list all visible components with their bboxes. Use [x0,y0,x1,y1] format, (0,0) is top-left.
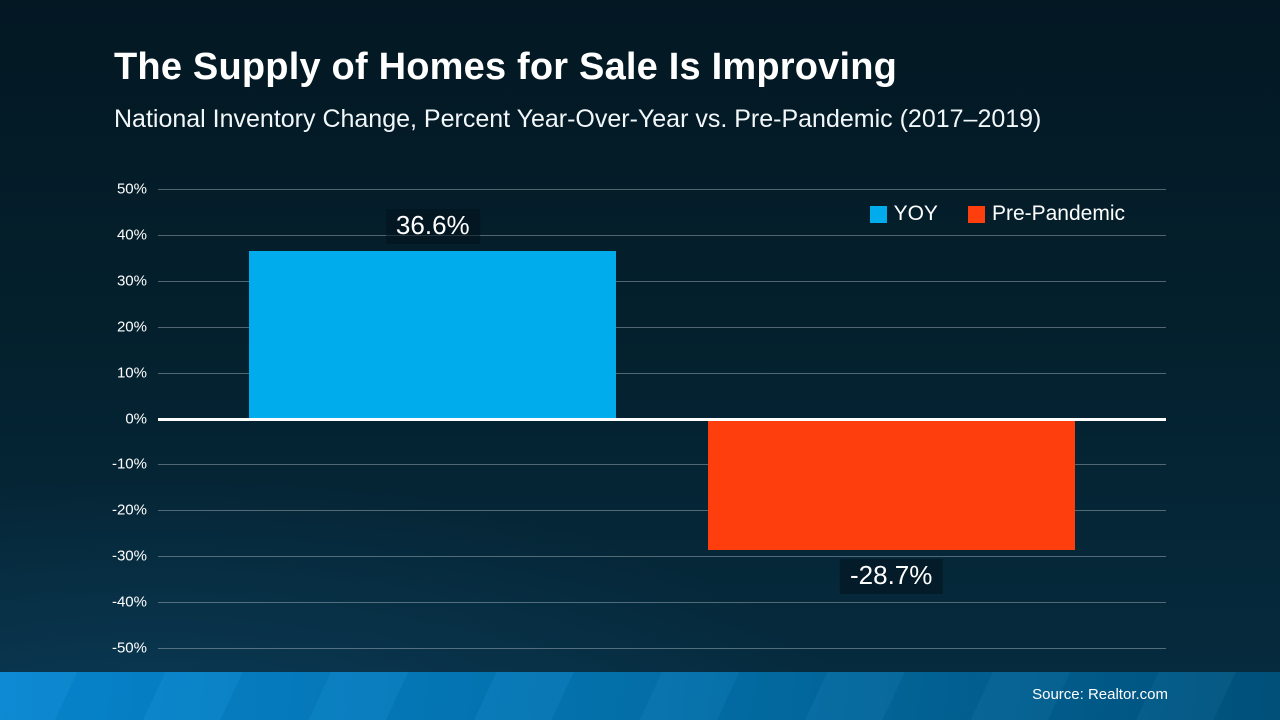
bar-chart-plot-area: 36.6% -28.7% [158,189,1166,649]
footer-bar: Source: Realtor.com [0,672,1280,720]
zero-baseline [158,417,1166,421]
gridline [158,326,1166,328]
page-subtitle: National Inventory Change, Percent Year-… [114,105,1042,133]
legend: YOY Pre-Pandemic [869,202,1125,226]
gridline [158,372,1166,374]
pre-pandemic-legend-swatch-icon [967,205,985,223]
data-label-pre-pandemic: -28.7% [839,559,943,595]
y-tick-label: 0% [125,410,147,427]
gridline [158,602,1166,604]
gridline [158,280,1166,282]
gridline [158,556,1166,558]
y-tick-label: 20% [116,318,147,336]
yoy-legend-label: YOY [893,202,938,225]
legend-item-pre-pandemic: Pre-Pandemic [967,202,1125,226]
data-label-yoy: 36.6% [385,208,480,244]
gridline [158,464,1166,466]
gridline [158,510,1166,512]
y-tick-label: 10% [116,364,147,382]
legend-item-yoy: YOY [869,202,938,226]
gridline [158,648,1166,649]
page-title: The Supply of Homes for Sale Is Improvin… [114,46,898,88]
pre-pandemic-legend-label: Pre-Pandemic [991,202,1125,225]
gridline [158,189,1166,190]
y-tick-label: 30% [116,272,147,290]
y-tick-label: -10% [111,455,147,473]
bar-pre-pandemic [707,418,1075,551]
y-tick-label: 40% [116,226,147,244]
y-tick-label: -40% [111,593,147,611]
source-text: Source: Realtor.com [1032,686,1168,703]
y-tick-label: -50% [111,639,147,657]
y-axis: 50% 40% 30% 20% 10% 0% -10% -20% -30% -40% -50% [0,181,147,657]
y-tick-label: -30% [111,547,147,565]
gridline [158,234,1166,236]
y-tick-label: -20% [111,501,147,519]
yoy-legend-swatch-icon [869,205,887,223]
bar-yoy [249,250,617,419]
y-tick-label: 50% [116,180,147,198]
